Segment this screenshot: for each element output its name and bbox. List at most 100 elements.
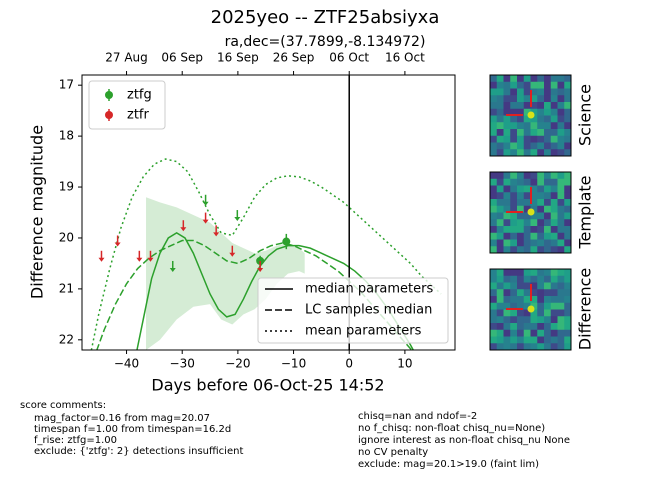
pixel xyxy=(523,115,531,123)
pixel xyxy=(564,135,572,143)
pixel xyxy=(544,212,552,220)
pixel xyxy=(510,88,518,96)
pixel xyxy=(530,88,538,96)
pixel xyxy=(544,316,552,324)
pixel xyxy=(557,102,565,110)
pixel xyxy=(537,323,545,331)
y-tick-label: 22 xyxy=(59,332,74,346)
cutout-label: Science xyxy=(576,84,595,146)
pixel xyxy=(517,226,525,234)
pixel xyxy=(544,239,552,247)
pixel xyxy=(544,185,552,193)
pixel xyxy=(530,199,538,207)
pixel xyxy=(503,135,511,143)
pixel xyxy=(496,296,504,304)
pixel xyxy=(510,129,518,137)
pixel xyxy=(490,239,498,247)
pixel xyxy=(557,205,565,213)
pixel xyxy=(544,343,552,351)
pixel xyxy=(503,212,511,220)
pixel xyxy=(523,302,531,310)
pixel xyxy=(530,135,538,143)
pixel xyxy=(510,135,518,143)
pixel xyxy=(544,178,552,186)
pixel xyxy=(537,329,545,337)
pixel xyxy=(517,205,525,213)
upper-limit-head xyxy=(114,242,121,247)
pixel xyxy=(523,178,531,186)
pixel xyxy=(517,149,525,157)
comment-line: exclude: mag=20.1>19.0 (faint lim) xyxy=(358,459,539,470)
pixel xyxy=(550,343,558,351)
upper-limit xyxy=(98,250,105,262)
pixel xyxy=(496,108,504,116)
comment-line: ignore interest as non-float chisq_nu No… xyxy=(358,435,570,446)
pixel xyxy=(557,246,565,254)
pixel xyxy=(517,282,525,290)
pixel xyxy=(550,336,558,344)
comment-line: f_rise: ztfg=1.00 xyxy=(34,435,117,446)
pixel xyxy=(550,135,558,143)
pixel xyxy=(537,239,545,247)
pixel xyxy=(523,185,531,193)
pixel xyxy=(550,269,558,277)
x-tick-label: −40 xyxy=(114,357,139,371)
pixel xyxy=(496,323,504,331)
pixel xyxy=(530,246,538,254)
pixel xyxy=(523,309,531,317)
pixel xyxy=(557,212,565,220)
x-tick-label: −20 xyxy=(225,357,250,371)
pixel xyxy=(564,95,572,103)
legend-marker xyxy=(105,111,113,119)
pixel xyxy=(544,192,552,200)
pixel xyxy=(523,316,531,324)
pixel xyxy=(530,102,538,110)
pixel xyxy=(530,95,538,103)
pixel xyxy=(564,192,572,200)
pixel xyxy=(523,246,531,254)
pixel xyxy=(503,199,511,207)
pixel xyxy=(510,309,518,317)
pixel xyxy=(537,336,545,344)
pixel xyxy=(537,316,545,324)
pixel xyxy=(496,178,504,186)
pixel xyxy=(530,309,538,317)
cutout-frame xyxy=(489,74,572,157)
pixel xyxy=(510,275,518,283)
pixel xyxy=(517,343,525,351)
pixel xyxy=(503,289,511,297)
pixel xyxy=(557,269,565,277)
pixel xyxy=(503,323,511,331)
pixel xyxy=(523,95,531,103)
pixel xyxy=(544,199,552,207)
pixel xyxy=(564,102,572,110)
pixel xyxy=(550,199,558,207)
pixel xyxy=(510,95,518,103)
pixel xyxy=(550,212,558,220)
pixel xyxy=(490,246,498,254)
pixel xyxy=(550,115,558,123)
comments-title: score comments: xyxy=(20,400,106,411)
x2-tick-label: 27 Aug xyxy=(105,51,148,65)
pixel xyxy=(523,336,531,344)
pixel xyxy=(537,199,545,207)
pixel xyxy=(550,172,558,180)
pixel xyxy=(544,289,552,297)
pixel xyxy=(517,269,525,277)
pixel xyxy=(503,115,511,123)
pixel xyxy=(564,178,572,186)
upper-limit-head xyxy=(234,217,241,222)
pixel xyxy=(550,232,558,240)
pixel xyxy=(550,178,558,186)
pixel xyxy=(550,289,558,297)
pixel xyxy=(530,226,538,234)
upper-limit-head xyxy=(98,257,105,262)
pixel xyxy=(550,309,558,317)
pixel xyxy=(564,81,572,89)
upper-limit xyxy=(114,235,121,247)
pixel xyxy=(490,282,498,290)
pixel xyxy=(537,232,545,240)
pixel xyxy=(564,115,572,123)
pixel xyxy=(510,108,518,116)
pixel xyxy=(530,122,538,130)
